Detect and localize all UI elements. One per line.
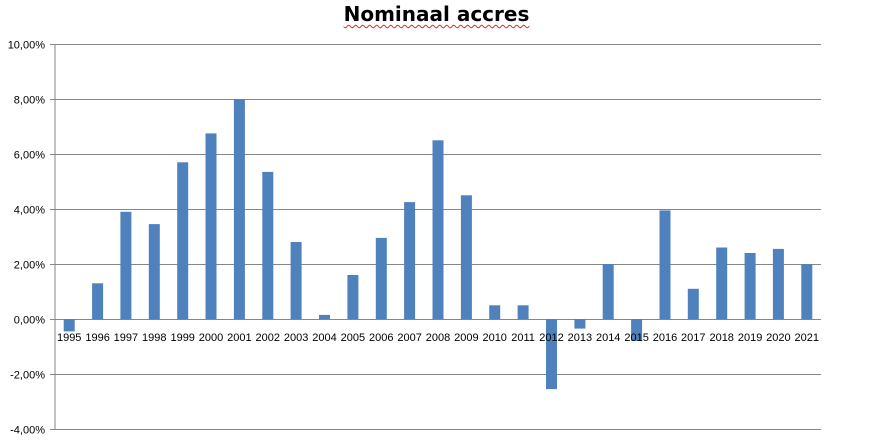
x-tick-label: 1996 — [85, 332, 109, 344]
x-tick-label: 2007 — [397, 332, 421, 344]
x-tick-label: 2003 — [284, 332, 308, 344]
y-tick-label: 0,00% — [14, 315, 45, 327]
bar-2000 — [205, 133, 217, 319]
bar-2003 — [290, 242, 302, 319]
bar-2001 — [233, 99, 245, 319]
bar-2015 — [631, 319, 643, 341]
bar-2016 — [659, 210, 671, 319]
bar-2002 — [262, 171, 274, 319]
bar-2012 — [546, 319, 557, 390]
bar-2018 — [716, 247, 728, 319]
y-tick-label: 8,00% — [14, 95, 45, 107]
bar-2007 — [404, 202, 416, 319]
x-tick-label: 1997 — [114, 332, 138, 344]
bar-2017 — [687, 288, 699, 320]
x-axis-labels: 1995 1996 1997 1998 1999 2000 2001 2002 2003 2004… — [57, 332, 819, 344]
bar-2010 — [489, 305, 501, 320]
x-tick-label: 2018 — [709, 332, 733, 344]
x-tick-label: 2006 — [369, 332, 393, 344]
x-tick-label: 2020 — [766, 332, 790, 344]
bar-1999 — [177, 162, 189, 320]
bar-1995 — [63, 319, 75, 332]
bar-1997 — [120, 211, 132, 320]
x-tick-label: 1995 — [57, 332, 81, 344]
bar-2009 — [460, 195, 472, 319]
y-tick-label: 2,00% — [14, 260, 45, 272]
x-tick-label: 1999 — [170, 332, 194, 344]
x-tick-label: 2001 — [227, 332, 251, 344]
chart-title: Nominaal accres — [0, 2, 873, 26]
x-tick-label: 2011 — [511, 332, 535, 344]
bar-2014 — [602, 264, 614, 319]
y-axis-labels: -4,00% -2,00% 0,00% 2,00% 4,00% 6,00% 8,00% 10,… — [8, 40, 46, 437]
x-tick-label: 2005 — [341, 332, 365, 344]
x-tick-label: 2010 — [482, 332, 506, 344]
x-tick-label: 2021 — [795, 332, 819, 344]
bars — [63, 99, 813, 390]
x-tick-label: 1998 — [142, 332, 166, 344]
bar-2004 — [319, 314, 330, 319]
bar-2011 — [517, 305, 529, 320]
bar-1996 — [92, 283, 104, 320]
y-tick-label: 10,00% — [8, 40, 46, 52]
x-tick-label: 2008 — [426, 332, 450, 344]
y-tick-label: 4,00% — [14, 205, 45, 217]
bar-2013 — [574, 319, 586, 329]
y-tick-label: -4,00% — [10, 425, 45, 437]
x-tick-label: 2015 — [624, 332, 648, 344]
chart-title-text: Nominaal accres — [343, 2, 530, 26]
bar-2008 — [432, 140, 444, 320]
x-tick-label: 2000 — [199, 332, 223, 344]
x-tick-label: 2013 — [568, 332, 592, 344]
y-tick-label: -2,00% — [10, 370, 45, 382]
bar-2020 — [772, 248, 784, 319]
bar-2006 — [375, 237, 387, 319]
y-tick-label: 6,00% — [14, 150, 45, 162]
x-tick-label: 2014 — [596, 332, 620, 344]
x-tick-label: 2004 — [312, 332, 336, 344]
bar-2005 — [347, 275, 359, 319]
bar-1998 — [148, 224, 160, 319]
bar-2019 — [744, 253, 756, 319]
x-tick-label: 2009 — [454, 332, 478, 344]
x-tick-label: 2017 — [681, 332, 705, 344]
x-tick-label: 2002 — [256, 332, 280, 344]
x-tick-label: 2016 — [653, 332, 677, 344]
bar-2021 — [801, 264, 813, 319]
x-tick-label: 2012 — [539, 332, 563, 344]
x-tick-label: 2019 — [738, 332, 762, 344]
